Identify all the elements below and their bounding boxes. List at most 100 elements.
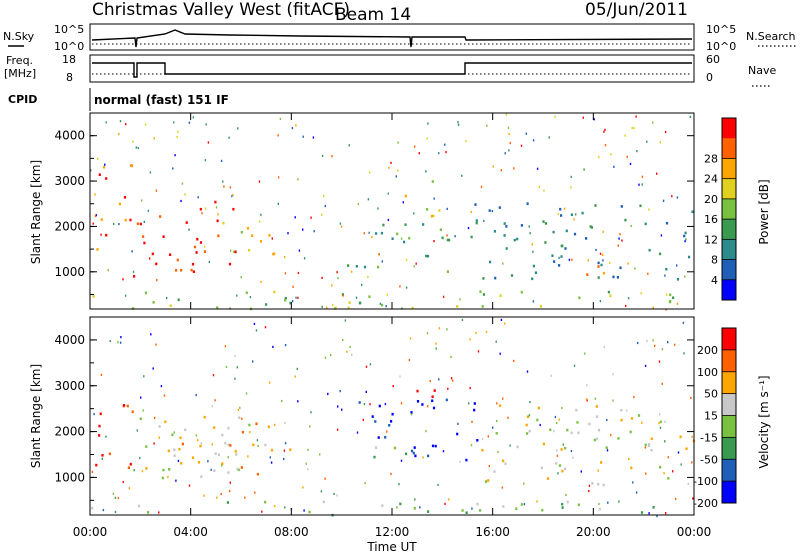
noise-cell bbox=[445, 151, 447, 154]
noise-cell bbox=[143, 375, 145, 378]
data-cell bbox=[347, 264, 350, 267]
noise-cell bbox=[260, 213, 262, 216]
noise-cell bbox=[603, 130, 605, 133]
power-panel-bg bbox=[90, 113, 694, 309]
noise-cell bbox=[337, 405, 339, 408]
noise-cell bbox=[188, 228, 190, 231]
noise-cell bbox=[149, 257, 151, 260]
noise-cell bbox=[674, 497, 677, 500]
noise-cell bbox=[388, 166, 390, 169]
noise-cell bbox=[556, 421, 558, 425]
noise-cell bbox=[253, 322, 256, 325]
noise-cell bbox=[197, 196, 199, 199]
noise-cell bbox=[363, 403, 366, 406]
noise-cell bbox=[503, 322, 506, 325]
noise-cell bbox=[252, 360, 254, 363]
noise-cell bbox=[607, 501, 609, 504]
noise-cell bbox=[446, 234, 448, 237]
data-cell bbox=[131, 410, 134, 413]
noise-cell bbox=[294, 216, 296, 219]
x-tick-label: 04:00 bbox=[173, 525, 208, 539]
noise-cell bbox=[687, 482, 689, 485]
noise-cell bbox=[143, 220, 145, 223]
data-cell bbox=[679, 435, 682, 439]
noise-cell bbox=[112, 492, 115, 495]
data-cell bbox=[532, 264, 535, 268]
noise-cell bbox=[626, 409, 628, 412]
noise-cell bbox=[638, 183, 640, 186]
data-cell bbox=[381, 303, 384, 307]
noise-cell bbox=[448, 498, 450, 501]
data-cell bbox=[609, 294, 612, 298]
noise-cell bbox=[153, 137, 155, 140]
data-cell bbox=[531, 277, 534, 281]
noise-cell bbox=[385, 305, 387, 308]
noise-cell bbox=[177, 459, 180, 462]
data-cell bbox=[431, 180, 434, 183]
noise-cell bbox=[310, 216, 312, 219]
noise-cell bbox=[344, 319, 347, 322]
data-cell bbox=[199, 207, 202, 211]
noise-cell bbox=[211, 405, 213, 408]
data-cell bbox=[427, 510, 430, 513]
noise-cell bbox=[408, 359, 411, 362]
data-cell bbox=[473, 402, 476, 405]
data-cell bbox=[476, 439, 479, 442]
data-cell bbox=[542, 220, 545, 223]
power-colorbar-label: Power [dB] bbox=[757, 179, 771, 244]
noise-cell bbox=[539, 423, 541, 427]
data-cell bbox=[259, 240, 263, 243]
noise-cell bbox=[647, 272, 649, 275]
data-cell bbox=[577, 503, 580, 507]
noise-cell bbox=[302, 135, 304, 138]
noise-cell bbox=[588, 490, 590, 493]
data-cell bbox=[585, 237, 588, 240]
data-cell bbox=[558, 464, 562, 467]
data-cell bbox=[191, 262, 195, 266]
data-cell bbox=[605, 446, 608, 449]
noise-cell bbox=[399, 375, 401, 378]
data-cell bbox=[273, 290, 276, 294]
data-cell bbox=[629, 430, 632, 434]
data-cell bbox=[465, 458, 468, 462]
noise-cell bbox=[422, 456, 424, 459]
data-cell bbox=[255, 422, 258, 426]
data-cell bbox=[118, 202, 121, 206]
noise-cell bbox=[365, 365, 368, 368]
noise-cell bbox=[626, 155, 628, 158]
noise-cell bbox=[461, 318, 464, 321]
noise-cell bbox=[469, 387, 471, 390]
data-cell bbox=[561, 469, 564, 473]
data-cell bbox=[542, 442, 545, 446]
data-cell bbox=[446, 270, 449, 273]
noise-cell bbox=[691, 461, 693, 464]
noise-cell bbox=[377, 207, 379, 210]
colorbar-swatch bbox=[722, 459, 736, 482]
noise-cell bbox=[563, 207, 566, 210]
data-cell bbox=[616, 276, 619, 279]
data-cell bbox=[100, 218, 103, 221]
noise-cell bbox=[520, 144, 523, 147]
data-cell bbox=[430, 214, 433, 218]
noise-cell bbox=[142, 409, 144, 412]
noise-cell bbox=[279, 117, 282, 120]
noise-cell bbox=[297, 400, 299, 403]
noise-cell bbox=[173, 431, 175, 434]
noise-cell bbox=[685, 238, 687, 241]
noise-cell bbox=[109, 340, 111, 343]
data-cell bbox=[619, 266, 622, 270]
data-cell bbox=[179, 436, 182, 440]
noise-cell bbox=[664, 131, 667, 134]
noise-cell bbox=[467, 227, 470, 230]
data-cell bbox=[381, 504, 384, 507]
noise-cell bbox=[572, 456, 574, 459]
data-cell bbox=[399, 502, 402, 506]
noise-cell bbox=[640, 292, 642, 295]
data-cell bbox=[143, 241, 146, 245]
noise-cell bbox=[346, 350, 348, 353]
noise-cell bbox=[257, 444, 259, 447]
cpid-value: normal (fast) 151 IF bbox=[94, 93, 229, 107]
data-cell bbox=[192, 270, 195, 273]
noise-cell bbox=[91, 470, 94, 473]
